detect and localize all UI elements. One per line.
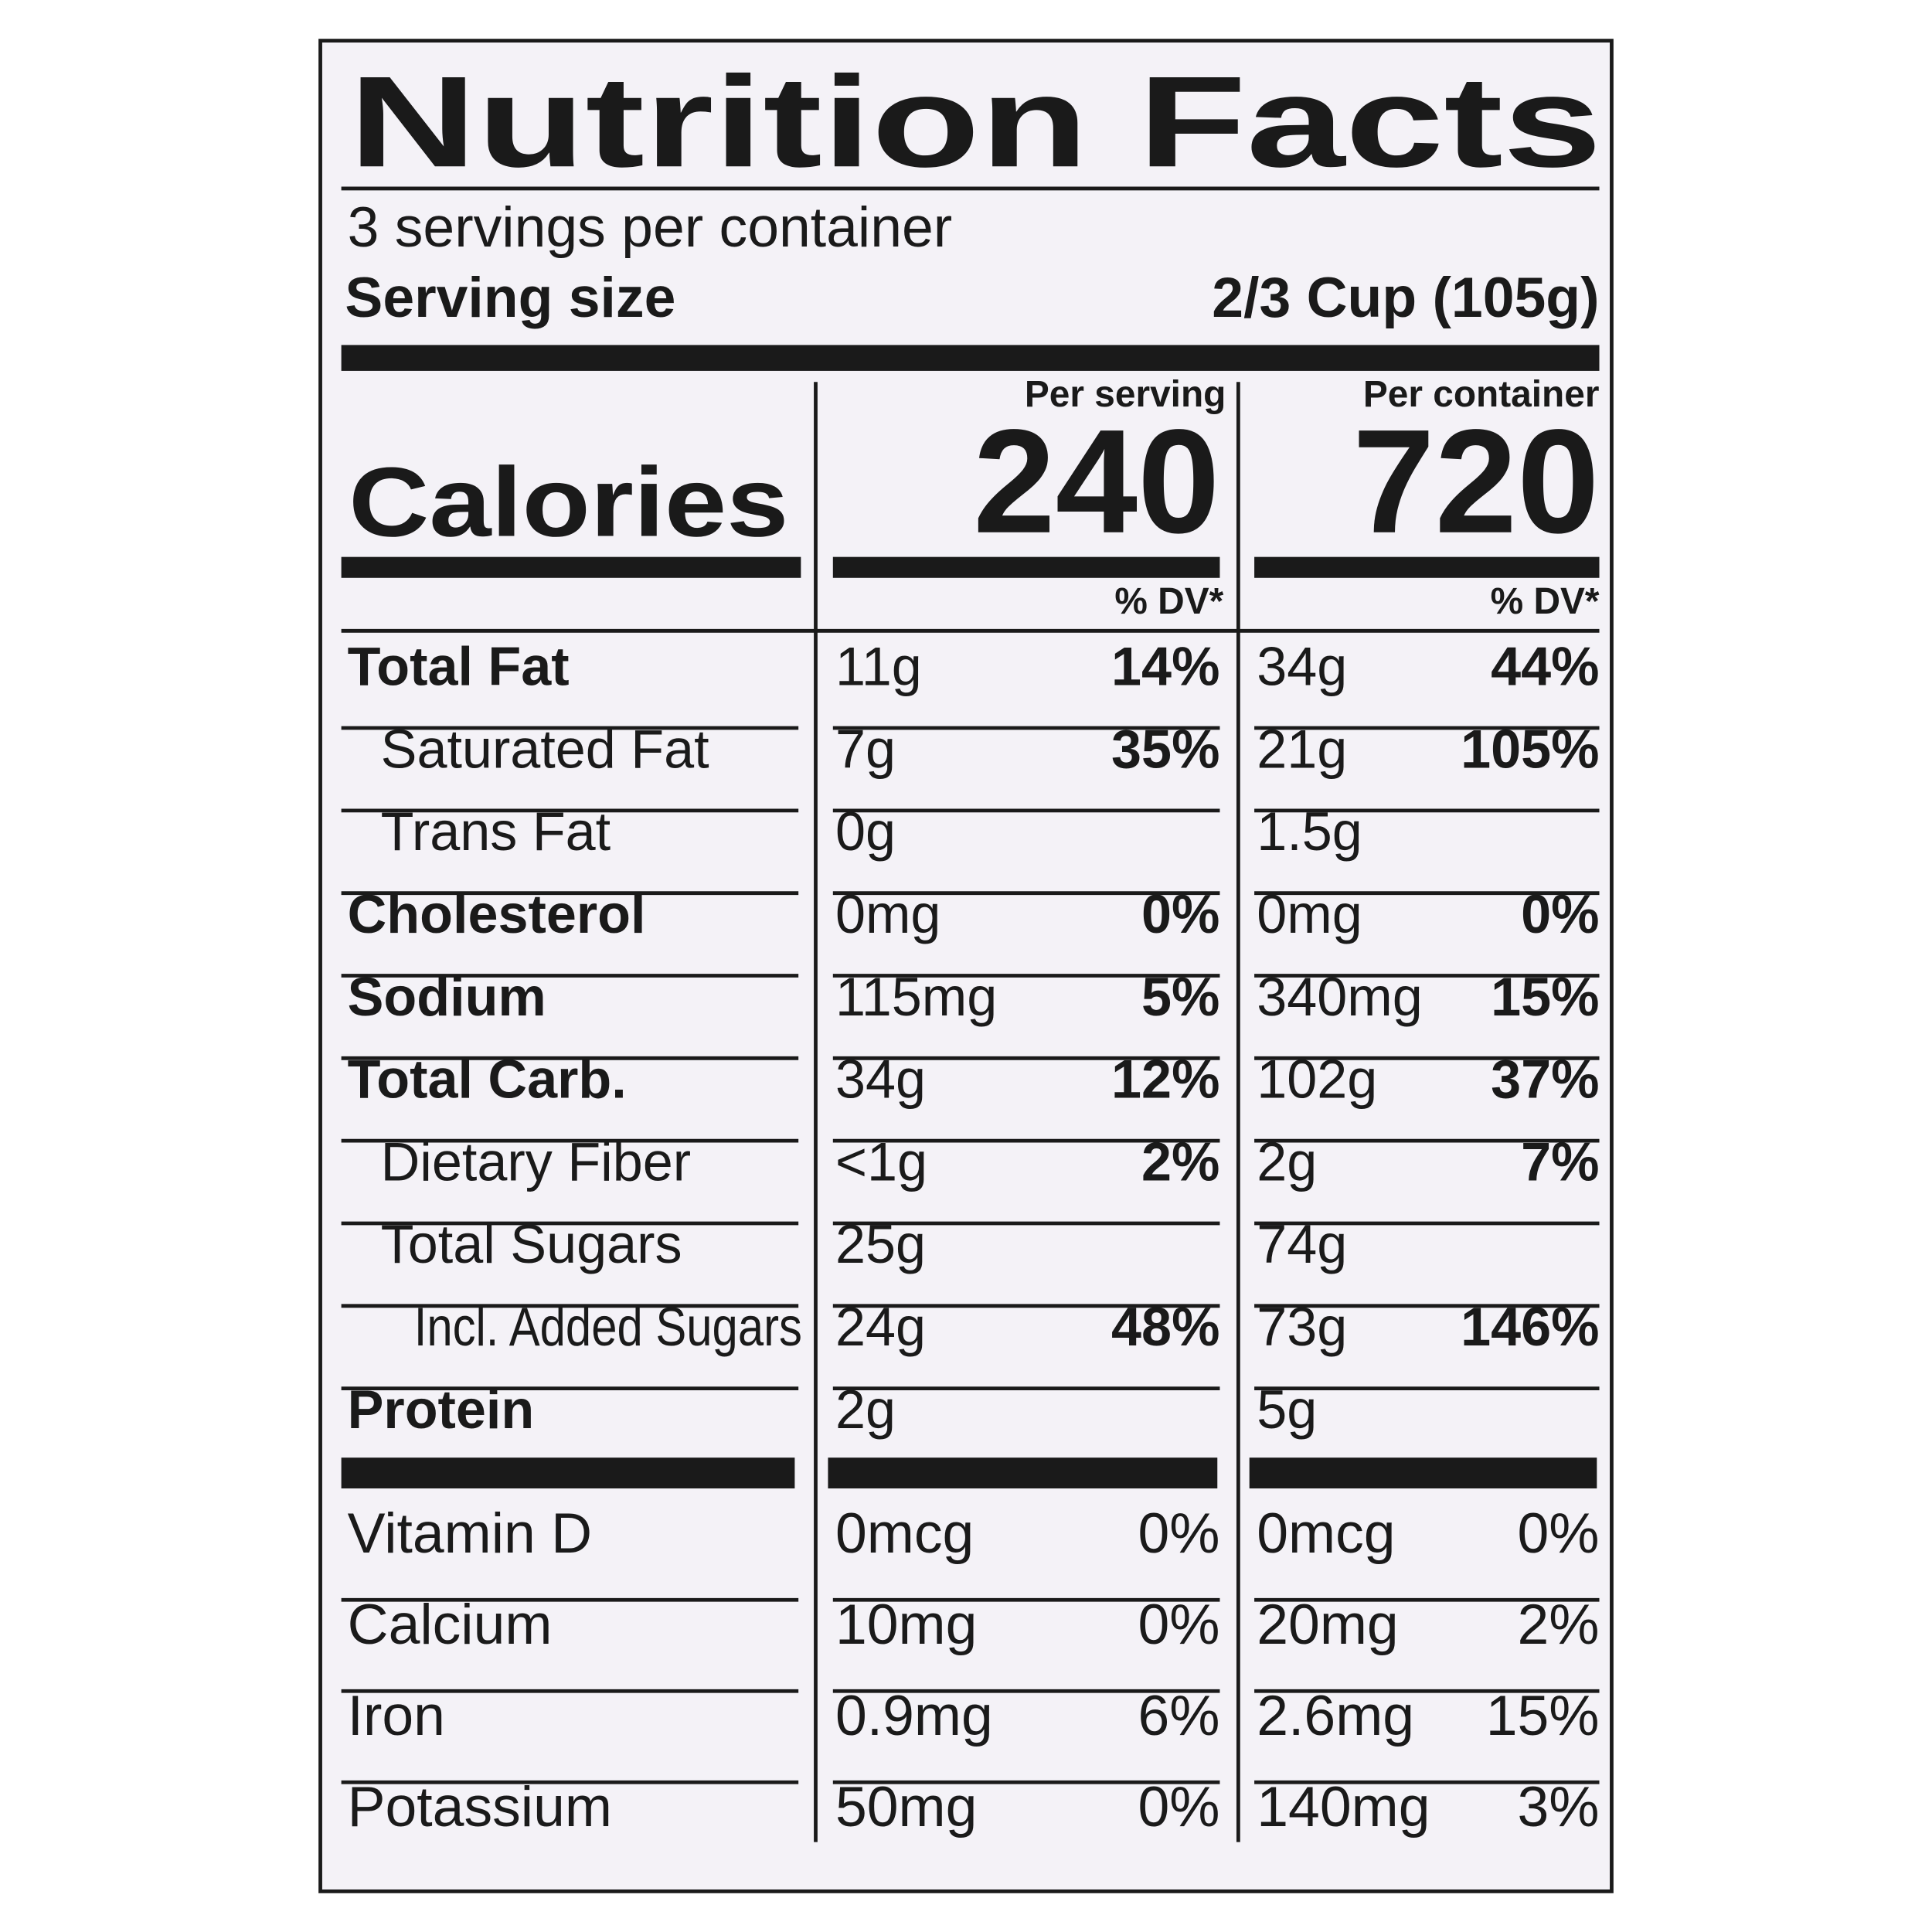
thick-rule (341, 1458, 795, 1489)
amount-per-container: 34g (1257, 635, 1347, 696)
dv-header: % DV* (1114, 581, 1223, 622)
dv-per-container: 0% (1518, 1502, 1600, 1565)
per-container-header: Per container (1363, 374, 1600, 415)
nutrient-name: Total Sugars (381, 1213, 682, 1274)
nutrient-name: Protein (348, 1379, 535, 1440)
dv-per-serving: 2% (1141, 1131, 1219, 1192)
amount-per-serving: 115mg (835, 966, 997, 1027)
amount-per-serving: 25g (835, 1213, 926, 1274)
dv-per-serving: 12% (1111, 1049, 1219, 1110)
dv-per-serving: 0% (1138, 1593, 1219, 1656)
dv-per-serving: 35% (1111, 718, 1219, 779)
dv-per-container: 3% (1518, 1775, 1600, 1838)
amount-per-serving: 2g (835, 1379, 896, 1440)
dv-per-container: 146% (1461, 1296, 1599, 1357)
nutrient-name: Calcium (348, 1593, 553, 1656)
per-serving-header: Per serving (1025, 374, 1226, 415)
amount-per-serving: 7g (835, 718, 896, 779)
amount-per-serving: 11g (835, 635, 922, 696)
dv-header: % DV* (1491, 581, 1600, 622)
dv-per-container: 15% (1491, 966, 1599, 1027)
nutrient-name: Trans Fat (381, 801, 611, 862)
calories-per-container: 720 (1352, 399, 1599, 564)
nutrient-name: Vitamin D (348, 1502, 593, 1565)
nutrient-name: Saturated Fat (381, 718, 709, 779)
thick-rule (1249, 1458, 1597, 1489)
amount-per-serving: 10mg (835, 1593, 977, 1656)
dv-per-serving: 5% (1141, 966, 1219, 1027)
calories-per-serving: 240 (973, 399, 1219, 564)
dv-per-container: 2% (1518, 1593, 1600, 1656)
nutrient-name: Dietary Fiber (381, 1131, 691, 1192)
thick-rule (1254, 556, 1600, 578)
amount-per-container: 0mg (1257, 883, 1362, 944)
dv-per-serving: 0% (1138, 1775, 1219, 1838)
amount-per-container: 2.6mg (1257, 1684, 1414, 1747)
amount-per-container: 20mg (1257, 1593, 1398, 1656)
nutrient-name: Incl. Added Sugars (414, 1296, 802, 1357)
nutrient-name: Iron (348, 1684, 445, 1747)
nutrient-name: Cholesterol (348, 883, 646, 944)
dv-per-container: 105% (1461, 718, 1599, 779)
dv-per-container: 37% (1491, 1049, 1599, 1110)
dv-per-serving: 0% (1141, 883, 1219, 944)
nutrient-name: Total Fat (348, 635, 570, 696)
thick-rule (341, 556, 801, 578)
amount-per-serving: 34g (835, 1049, 926, 1110)
nutrient-name: Potassium (348, 1775, 612, 1838)
serving-size-label: Serving size (345, 266, 675, 329)
dv-per-serving: 14% (1111, 635, 1219, 696)
nutrient-name: Total Carb. (348, 1049, 627, 1110)
amount-per-container: 140mg (1257, 1775, 1430, 1838)
thick-rule (341, 345, 1600, 371)
amount-per-container: 1.5g (1257, 801, 1362, 862)
dv-per-container: 0% (1521, 883, 1599, 944)
amount-per-serving: <1g (835, 1131, 927, 1192)
thick-rule (828, 1458, 1218, 1489)
amount-per-serving: 50mg (835, 1775, 977, 1838)
amount-per-container: 5g (1257, 1379, 1317, 1440)
amount-per-serving: 0.9mg (835, 1684, 993, 1747)
dv-per-serving: 0% (1138, 1502, 1219, 1565)
amount-per-container: 74g (1257, 1213, 1347, 1274)
amount-per-container: 2g (1257, 1131, 1317, 1192)
title: Nutrition Facts (349, 49, 1601, 194)
dv-per-container: 44% (1491, 635, 1599, 696)
amount-per-container: 102g (1257, 1049, 1377, 1110)
amount-per-serving: 0g (835, 801, 896, 862)
amount-per-serving: 0mcg (835, 1502, 974, 1565)
dv-per-container: 15% (1486, 1684, 1600, 1747)
calories-label: Calories (349, 448, 788, 558)
dv-per-serving: 6% (1138, 1684, 1219, 1747)
nutrient-name: Sodium (348, 966, 546, 1027)
amount-per-container: 21g (1257, 718, 1347, 779)
dv-per-serving: 48% (1111, 1296, 1219, 1357)
serving-size-value: 2/3 Cup (105g) (1212, 266, 1599, 329)
thick-rule (832, 556, 1220, 578)
amount-per-container: 73g (1257, 1296, 1347, 1357)
amount-per-serving: 0mg (835, 883, 940, 944)
dv-per-container: 7% (1521, 1131, 1599, 1192)
amount-per-serving: 24g (835, 1296, 926, 1357)
servings: 3 servings per container (348, 196, 953, 259)
amount-per-container: 0mcg (1257, 1502, 1395, 1565)
amount-per-container: 340mg (1257, 966, 1422, 1027)
